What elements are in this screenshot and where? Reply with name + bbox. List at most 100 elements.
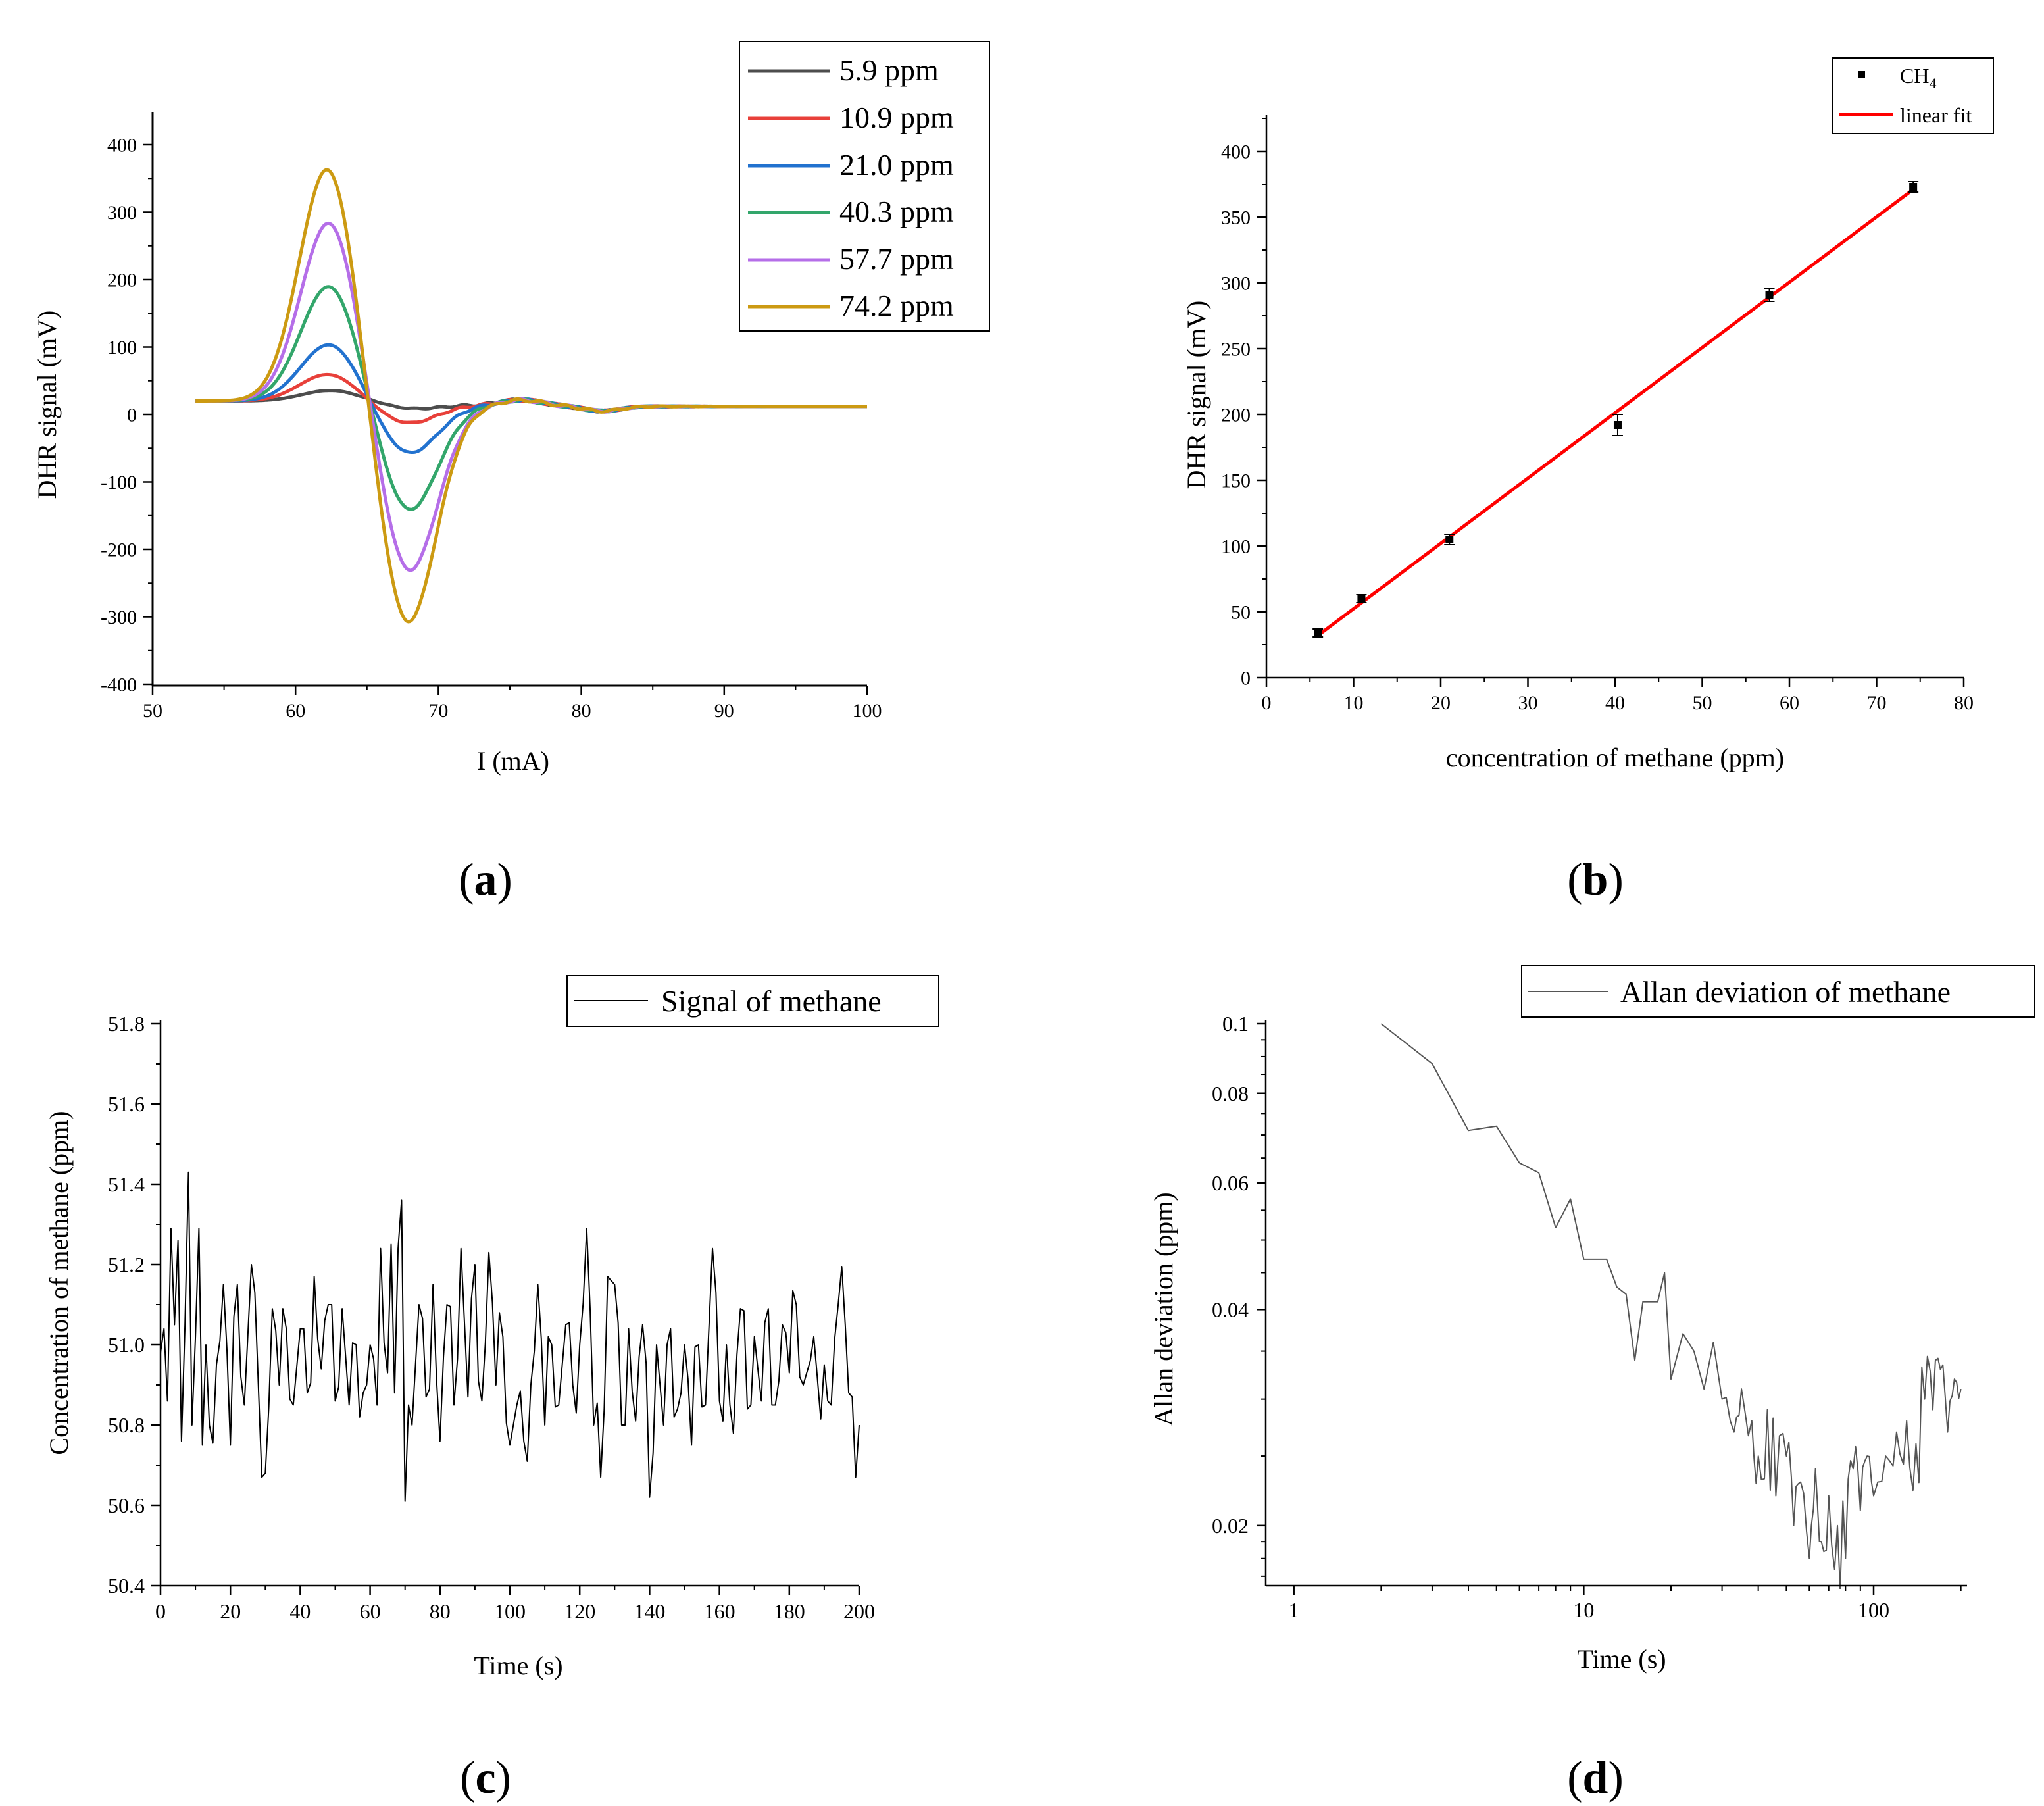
- panel-c-legend: Signal of methane: [566, 975, 939, 1027]
- panel-d-caption: (d): [1567, 1753, 1624, 1803]
- data-point: [1909, 183, 1918, 191]
- panel-a-y-label: DHR signal (mV): [32, 311, 62, 499]
- x-tick-label: 70: [1867, 692, 1887, 714]
- series-line-allan: [1380, 1023, 1962, 1589]
- x-tick-label: 20: [1431, 692, 1451, 714]
- panel-c-caption: (c): [460, 1753, 511, 1803]
- x-tick-label: 140: [634, 1599, 665, 1623]
- y-tick-label: 350: [1221, 207, 1251, 229]
- y-tick-label: 50.4: [108, 1574, 145, 1597]
- legend-label-40-3: 40.3 ppm: [839, 195, 954, 228]
- y-tick-label: 300: [1221, 273, 1251, 295]
- x-tick-label: 160: [704, 1599, 735, 1623]
- legend-label-5-9: 5.9 ppm: [839, 53, 939, 87]
- panel-a-ticks: 50 60 70 80 90 100 -400 -300 -200 -100 0 100 200 300 4…: [101, 135, 882, 722]
- panel-c: 0 20 40 60 80 100 120 140 160 180 200 50.4 50.6 50.8 5…: [44, 975, 939, 1803]
- panel-d-y-label: Allan deviation (ppm): [1149, 1192, 1178, 1426]
- panel-a-caption-letter: a: [474, 855, 497, 905]
- panel-b-x-label: concentration of methane (ppm): [1446, 743, 1784, 772]
- panel-b: 0 10 20 30 40 50 60 70 80 0 50 100 150 200 250 300 350 40…: [1182, 57, 1994, 905]
- panel-d: 1 10 100 0.02 0.04 0.06 0.08 0.1 Time (s) Allan…: [1149, 965, 2035, 1803]
- panel-b-caption-letter: b: [1583, 855, 1608, 905]
- y-tick-label: 300: [107, 202, 137, 224]
- panel-a-series: [195, 168, 868, 624]
- panel-d-caption-letter: d: [1583, 1753, 1608, 1803]
- y-tick-label: -200: [101, 539, 137, 561]
- x-tick-label: 90: [714, 700, 734, 722]
- legend-label-57-7: 57.7 ppm: [839, 242, 954, 276]
- panel-d-plot: 1 10 100 0.02 0.04 0.06 0.08 0.1 Time (s) Allan…: [1149, 1012, 1967, 1674]
- x-tick-label: 0: [155, 1599, 166, 1623]
- x-tick-label: 10: [1573, 1598, 1594, 1622]
- panel-d-series: [1380, 1023, 1962, 1589]
- panel-b-caption: (b): [1567, 855, 1624, 905]
- y-tick-label: 51.6: [108, 1092, 145, 1116]
- y-tick-label: 200: [107, 270, 137, 291]
- data-point: [1314, 629, 1322, 637]
- panel-c-series: [161, 1171, 860, 1502]
- panel-a-x-label: I (mA): [477, 746, 549, 776]
- y-tick-label: 0.04: [1212, 1297, 1249, 1321]
- y-tick-label: 0.1: [1222, 1012, 1249, 1036]
- x-tick-label: 80: [572, 700, 591, 722]
- x-tick-label: 10: [1344, 692, 1364, 714]
- y-tick-label: 400: [1221, 141, 1251, 163]
- y-tick-label: 0.08: [1212, 1082, 1249, 1105]
- x-tick-label: 40: [289, 1599, 311, 1623]
- panel-d-ticks: 1 10 100 0.02 0.04 0.06 0.08 0.1: [1212, 1012, 1962, 1622]
- panel-b-ticks: 0 10 20 30 40 50 60 70 80 0 50 100 150 200 250 300 350 40…: [1221, 118, 1974, 714]
- panel-c-ticks: 0 20 40 60 80 100 120 140 160 180 200 50.4 50.6 50.8 5…: [108, 1012, 875, 1623]
- data-point: [1765, 291, 1774, 299]
- panel-a-legend: 5.9 ppm 10.9 ppm 21.0 ppm 40.3 ppm 57.7 …: [739, 41, 990, 332]
- x-tick-label: 100: [1858, 1598, 1889, 1622]
- panel-b-y-label: DHR signal (mV): [1182, 301, 1211, 489]
- x-tick-label: 50: [1693, 692, 1712, 714]
- panel-a-caption: (a): [459, 855, 512, 905]
- data-point: [1445, 536, 1454, 543]
- fit-line: [1316, 188, 1914, 638]
- x-tick-label: 40: [1605, 692, 1625, 714]
- panel-c-plot: 0 20 40 60 80 100 120 140 160 180 200 50.4 50.6 50.8 5…: [44, 1012, 875, 1680]
- y-tick-label: 0.02: [1212, 1514, 1249, 1538]
- legend-label-ch4: CH4: [1900, 64, 1936, 91]
- x-tick-label: 30: [1518, 692, 1538, 714]
- y-tick-label: 50.6: [108, 1493, 145, 1517]
- y-tick-label: -300: [101, 607, 137, 628]
- x-tick-label: 70: [428, 700, 448, 722]
- y-tick-label: 150: [1221, 470, 1251, 492]
- panel-a-plot: 50 60 70 80 90 100 -400 -300 -200 -100 0 100 200 300 4…: [32, 112, 882, 776]
- panel-c-x-label: Time (s): [474, 1651, 562, 1680]
- y-tick-label: 51.4: [108, 1172, 145, 1196]
- data-point: [1357, 595, 1366, 603]
- y-tick-label: 51.8: [108, 1012, 145, 1036]
- panel-c-caption-letter: c: [475, 1753, 495, 1803]
- panel-b-series: [1312, 181, 1919, 638]
- x-tick-label: 0: [1262, 692, 1272, 714]
- legend-label-signal: Signal of methane: [661, 984, 882, 1018]
- x-tick-label: 50: [143, 700, 162, 722]
- legend-label-10-9: 10.9 ppm: [839, 101, 954, 134]
- panel-d-legend: Allan deviation of methane: [1521, 965, 2035, 1018]
- panel-a-legend-box: [739, 41, 990, 332]
- panel-a: 50 60 70 80 90 100 -400 -300 -200 -100 0 100 200 300 4…: [32, 41, 990, 905]
- y-tick-label: 0: [127, 405, 137, 426]
- x-tick-label: 200: [843, 1599, 875, 1623]
- y-tick-label: 100: [1221, 536, 1251, 558]
- panel-b-legend-box: [1832, 57, 1994, 134]
- y-tick-label: 50: [1231, 602, 1251, 624]
- x-tick-label: 60: [1780, 692, 1799, 714]
- x-tick-label: 80: [430, 1599, 451, 1623]
- panel-b-plot: 0 10 20 30 40 50 60 70 80 0 50 100 150 200 250 300 350 40…: [1182, 115, 1974, 772]
- x-tick-label: 100: [494, 1599, 526, 1623]
- y-tick-label: 250: [1221, 339, 1251, 361]
- legend-label-linear-fit: linear fit: [1900, 103, 1972, 127]
- panel-c-legend-box: [566, 975, 939, 1027]
- y-tick-label: -100: [101, 472, 137, 493]
- y-tick-label: 200: [1221, 405, 1251, 426]
- x-tick-label: 180: [774, 1599, 805, 1623]
- y-tick-label: 51.0: [108, 1333, 145, 1357]
- series-line-21-0-ppm: [195, 343, 868, 454]
- x-tick-label: 120: [564, 1599, 595, 1623]
- legend-label-allan: Allan deviation of methane: [1620, 975, 1951, 1009]
- legend-label-74-2: 74.2 ppm: [839, 289, 954, 322]
